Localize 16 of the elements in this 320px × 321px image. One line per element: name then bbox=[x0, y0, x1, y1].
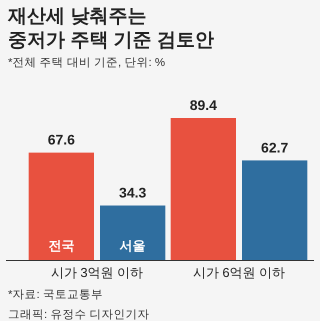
series-label: 전국 bbox=[48, 238, 74, 253]
bar bbox=[28, 152, 94, 260]
bar bbox=[100, 206, 166, 260]
data-label: 89.4 bbox=[190, 97, 218, 113]
bar bbox=[242, 160, 308, 260]
x-tick-label: 시가 6억원 이하 bbox=[192, 265, 286, 280]
data-label: 34.3 bbox=[119, 184, 146, 201]
x-tick-label: 시가 3억원 이하 bbox=[50, 265, 144, 280]
bar bbox=[170, 118, 236, 260]
series-label: 서울 bbox=[120, 238, 146, 253]
data-label: 67.6 bbox=[48, 132, 76, 148]
text: *자료: 국토교통부 bbox=[8, 289, 103, 301]
chart-subtitle: *전체 주택 대비 기준, 단위: % bbox=[8, 57, 166, 69]
chart-title: 재산세 낮춰주는 중저가 주택 기준 검토안 bbox=[7, 6, 214, 51]
text: 그래픽: 유정수 디자인기자 bbox=[8, 309, 150, 321]
data-label: 62.7 bbox=[261, 139, 288, 156]
